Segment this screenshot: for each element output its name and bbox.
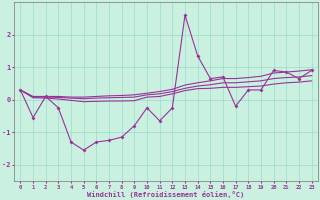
X-axis label: Windchill (Refroidissement éolien,°C): Windchill (Refroidissement éolien,°C) (87, 191, 244, 198)
